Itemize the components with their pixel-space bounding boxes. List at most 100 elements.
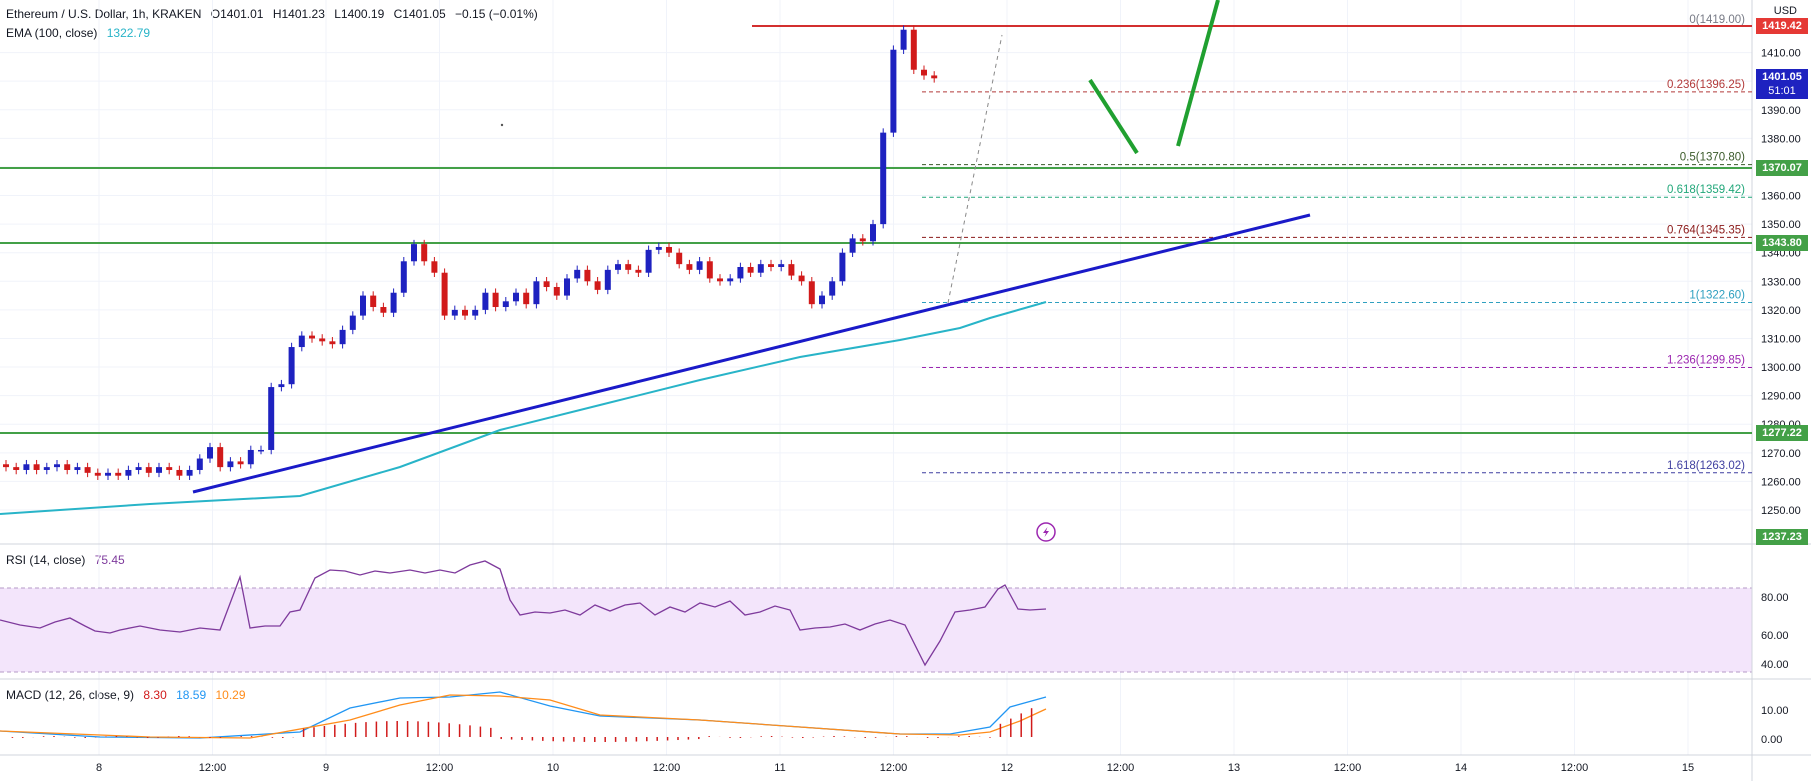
- candle-up: [839, 252, 846, 282]
- time-tick-label: 12:00: [1561, 762, 1589, 774]
- rsi-line: [0, 560, 1047, 667]
- candle-down: [309, 335, 315, 339]
- ema-label: EMA (100, close): [6, 26, 98, 40]
- candle-up: [288, 347, 295, 385]
- candle-up: [819, 295, 825, 305]
- price-tick-label: 1330.00: [1761, 276, 1801, 288]
- rsi-path: [0, 560, 1047, 667]
- candle-up: [502, 301, 509, 308]
- open-value: O1401.01: [210, 7, 264, 21]
- candle-down: [666, 246, 672, 253]
- price-tag-last: 1401.05 51:01: [1756, 69, 1808, 99]
- time-tick-label: 12:00: [1334, 762, 1362, 774]
- candle-up: [349, 315, 356, 330]
- candlesticks: [3, 25, 938, 480]
- projection-up-line[interactable]: [1176, 0, 1220, 147]
- ema-legend: EMA (100, close) 1322.79: [6, 26, 156, 40]
- candle-down: [921, 69, 927, 76]
- fib-level-label: 0(1419.00): [1689, 14, 1745, 26]
- time-axis[interactable]: 8 12:00 9 12:00 10 12:00 11 12:00 12 12:00 13 12:00…: [96, 762, 1694, 774]
- time-tick-label: 12:00: [653, 762, 681, 774]
- signal-value: 18.59: [176, 688, 207, 702]
- fib-connector: [947, 34, 1003, 304]
- candle-up: [829, 281, 836, 296]
- price-tag-1343: 1343.80: [1756, 235, 1808, 251]
- candle-up: [778, 264, 785, 267]
- candle-up: [615, 264, 621, 270]
- candle-down: [625, 264, 632, 270]
- price-tick-label: 1270.00: [1761, 448, 1801, 460]
- candle-down: [931, 75, 938, 79]
- candle-down: [217, 447, 224, 468]
- projection-down-line[interactable]: [1088, 78, 1139, 155]
- candle-up: [360, 295, 366, 316]
- candle-down: [543, 281, 550, 288]
- currency-label: USD: [1773, 5, 1797, 17]
- macd-path: [0, 691, 1047, 739]
- candle-up: [268, 387, 275, 450]
- candle-down: [910, 29, 917, 70]
- candle-up: [472, 309, 479, 316]
- candle-down: [686, 264, 693, 270]
- price-tick-label: 1410.00: [1761, 48, 1801, 60]
- rsi-legend: RSI (14, close) 75.45: [6, 553, 131, 567]
- candle-up: [482, 292, 489, 310]
- candle-up: [23, 464, 30, 470]
- rsi-tick-label: 80.00: [1761, 592, 1789, 604]
- candle-up: [400, 261, 407, 293]
- time-tick-label: 12:00: [426, 762, 454, 774]
- candle-down: [798, 275, 805, 282]
- time-tick-label: 12: [1001, 762, 1013, 774]
- candle-up: [564, 278, 570, 296]
- macd-value: 8.30: [143, 688, 167, 702]
- candle-up: [849, 238, 856, 253]
- candle-up: [186, 469, 193, 476]
- rsi-tick-label: 40.00: [1761, 659, 1789, 671]
- fib-level-label: 0.5(1370.80): [1680, 152, 1745, 164]
- trend-line[interactable]: [192, 213, 1311, 494]
- candle-down: [492, 292, 499, 308]
- price-tick-label: 1380.00: [1761, 133, 1801, 145]
- price-tick-label: 1250.00: [1761, 505, 1801, 517]
- candle-up: [135, 467, 142, 470]
- change-value: −0.15 (−0.01%): [455, 7, 538, 21]
- price-axis[interactable]: 1410.001400.001390.001380.001370.001360.…: [1761, 48, 1801, 746]
- macd-legend: MACD (12, 26, close, 9) 8.30 18.59 10.29: [6, 688, 252, 702]
- candle-down: [594, 281, 601, 290]
- candle-down: [370, 295, 377, 308]
- candle-down: [717, 278, 723, 282]
- candle-up: [890, 49, 897, 133]
- time-tick-label: 12:00: [1107, 762, 1135, 774]
- candle-up: [43, 467, 50, 470]
- fib-level-label: 1.618(1263.02): [1667, 460, 1745, 472]
- candle-down: [145, 467, 152, 473]
- time-tick-label: 12:00: [880, 762, 908, 774]
- candle-up: [513, 292, 519, 302]
- candle-down: [462, 309, 468, 316]
- candle-up: [727, 278, 734, 282]
- candle-down: [176, 469, 183, 476]
- candle-down: [84, 467, 91, 473]
- candle-down: [768, 264, 774, 267]
- candle-up: [207, 447, 213, 459]
- macd-tick-label: 0.00: [1761, 734, 1782, 746]
- candle-up: [696, 261, 703, 270]
- lightning-icon[interactable]: [1036, 522, 1056, 542]
- candle-down: [33, 464, 40, 470]
- candle-up: [156, 467, 162, 473]
- candle-up: [258, 449, 264, 452]
- time-tick-label: 14: [1455, 762, 1467, 774]
- candle-up: [574, 269, 581, 279]
- candle-up: [655, 246, 662, 250]
- candle-up: [227, 461, 234, 468]
- candle-up: [900, 29, 907, 50]
- candle-down: [747, 267, 754, 273]
- time-tick-label: 11: [774, 762, 785, 774]
- price-tick-label: 1310.00: [1761, 333, 1801, 345]
- macd-tick-label: 10.00: [1761, 705, 1789, 717]
- fib-retracement[interactable]: 0(1419.00) 0.236(1396.25) 0.5(1370.80) 0.61…: [922, 14, 1752, 474]
- price-tag-1237: 1237.23: [1756, 529, 1808, 545]
- hist-value: 10.29: [215, 688, 246, 702]
- candle-up: [390, 292, 397, 313]
